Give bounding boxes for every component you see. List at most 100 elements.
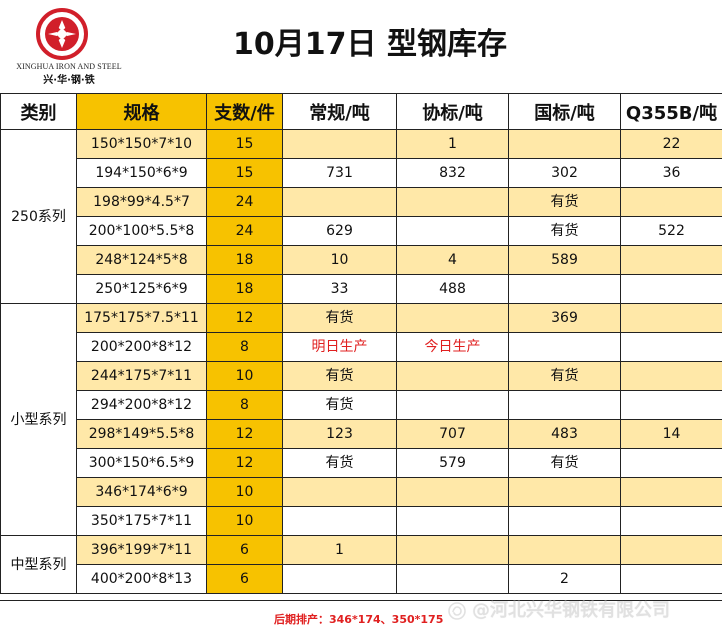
association-cell: 今日生产 xyxy=(397,333,509,362)
q355b-cell xyxy=(621,275,722,304)
spec-cell: 194*150*6*9 xyxy=(77,159,207,188)
header-national: 国标/吨 xyxy=(509,94,621,130)
spec-cell: 150*150*7*10 xyxy=(77,130,207,159)
spec-cell: 200*100*5.5*8 xyxy=(77,217,207,246)
regular-cell: 明日生产 xyxy=(283,333,397,362)
q355b-cell xyxy=(621,333,722,362)
association-cell: 1 xyxy=(397,130,509,159)
spec-cell: 346*174*6*9 xyxy=(77,478,207,507)
q355b-cell xyxy=(621,391,722,420)
regular-cell xyxy=(283,188,397,217)
regular-cell: 有货 xyxy=(283,304,397,333)
category-cell: 250系列 xyxy=(1,130,77,304)
company-logo: XINGHUA IRON AND STEEL 兴·华·钢·铁 xyxy=(8,8,130,88)
count-cell: 10 xyxy=(207,507,283,536)
national-cell: 有货 xyxy=(509,449,621,478)
association-cell: 4 xyxy=(397,246,509,275)
sheet-header: XINGHUA IRON AND STEEL 兴·华·钢·铁 10月17日 型钢… xyxy=(0,0,722,93)
header-regular: 常规/吨 xyxy=(283,94,397,130)
q355b-cell xyxy=(621,565,722,594)
association-cell: 579 xyxy=(397,449,509,478)
spec-cell: 350*175*7*11 xyxy=(77,507,207,536)
count-cell: 8 xyxy=(207,333,283,362)
count-cell: 6 xyxy=(207,536,283,565)
national-cell xyxy=(509,507,621,536)
count-cell: 18 xyxy=(207,246,283,275)
national-cell: 2 xyxy=(509,565,621,594)
regular-cell xyxy=(283,478,397,507)
q355b-cell xyxy=(621,478,722,507)
regular-cell: 33 xyxy=(283,275,397,304)
national-cell xyxy=(509,391,621,420)
association-cell xyxy=(397,536,509,565)
header-category: 类别 xyxy=(1,94,77,130)
count-cell: 18 xyxy=(207,275,283,304)
regular-cell: 1 xyxy=(283,536,397,565)
regular-cell xyxy=(283,565,397,594)
count-cell: 12 xyxy=(207,449,283,478)
watermark-icon xyxy=(448,602,466,620)
association-cell: 707 xyxy=(397,420,509,449)
spec-cell: 244*175*7*11 xyxy=(77,362,207,391)
header-spec: 规格 xyxy=(77,94,207,130)
count-cell: 10 xyxy=(207,362,283,391)
association-cell xyxy=(397,304,509,333)
page-title: 10月17日 型钢库存 xyxy=(205,25,535,65)
count-cell: 24 xyxy=(207,188,283,217)
association-cell xyxy=(397,565,509,594)
national-cell xyxy=(509,333,621,362)
association-cell xyxy=(397,362,509,391)
watermark-text: @河北兴华钢铁有限公司 xyxy=(472,601,670,621)
regular-cell: 10 xyxy=(283,246,397,275)
association-cell xyxy=(397,478,509,507)
count-cell: 8 xyxy=(207,391,283,420)
count-cell: 12 xyxy=(207,304,283,333)
national-cell: 483 xyxy=(509,420,621,449)
spec-cell: 200*200*8*12 xyxy=(77,333,207,362)
national-cell xyxy=(509,275,621,304)
q355b-cell: 22 xyxy=(621,130,722,159)
spec-cell: 175*175*7.5*11 xyxy=(77,304,207,333)
regular-cell xyxy=(283,507,397,536)
category-cell: 小型系列 xyxy=(1,304,77,536)
count-cell: 15 xyxy=(207,159,283,188)
q355b-cell xyxy=(621,362,722,391)
q355b-cell xyxy=(621,304,722,333)
regular-cell xyxy=(283,130,397,159)
national-cell: 有货 xyxy=(509,188,621,217)
national-cell xyxy=(509,130,621,159)
header-q355b: Q355B/吨 xyxy=(621,94,722,130)
q355b-cell xyxy=(621,536,722,565)
national-cell xyxy=(509,478,621,507)
association-cell: 832 xyxy=(397,159,509,188)
q355b-cell xyxy=(621,188,722,217)
watermark: @河北兴华钢铁有限公司 xyxy=(448,597,713,625)
q355b-cell: 14 xyxy=(621,420,722,449)
count-cell: 15 xyxy=(207,130,283,159)
regular-cell: 123 xyxy=(283,420,397,449)
national-cell: 302 xyxy=(509,159,621,188)
table-header-row: 类别 规格 支数/件 常规/吨 协标/吨 国标/吨 Q355B/吨 xyxy=(1,94,722,130)
association-cell xyxy=(397,507,509,536)
association-cell: 488 xyxy=(397,275,509,304)
xinghua-logo-icon xyxy=(36,8,88,60)
national-cell: 589 xyxy=(509,246,621,275)
header-association: 协标/吨 xyxy=(397,94,509,130)
regular-cell: 731 xyxy=(283,159,397,188)
national-cell: 369 xyxy=(509,304,621,333)
count-cell: 12 xyxy=(207,420,283,449)
